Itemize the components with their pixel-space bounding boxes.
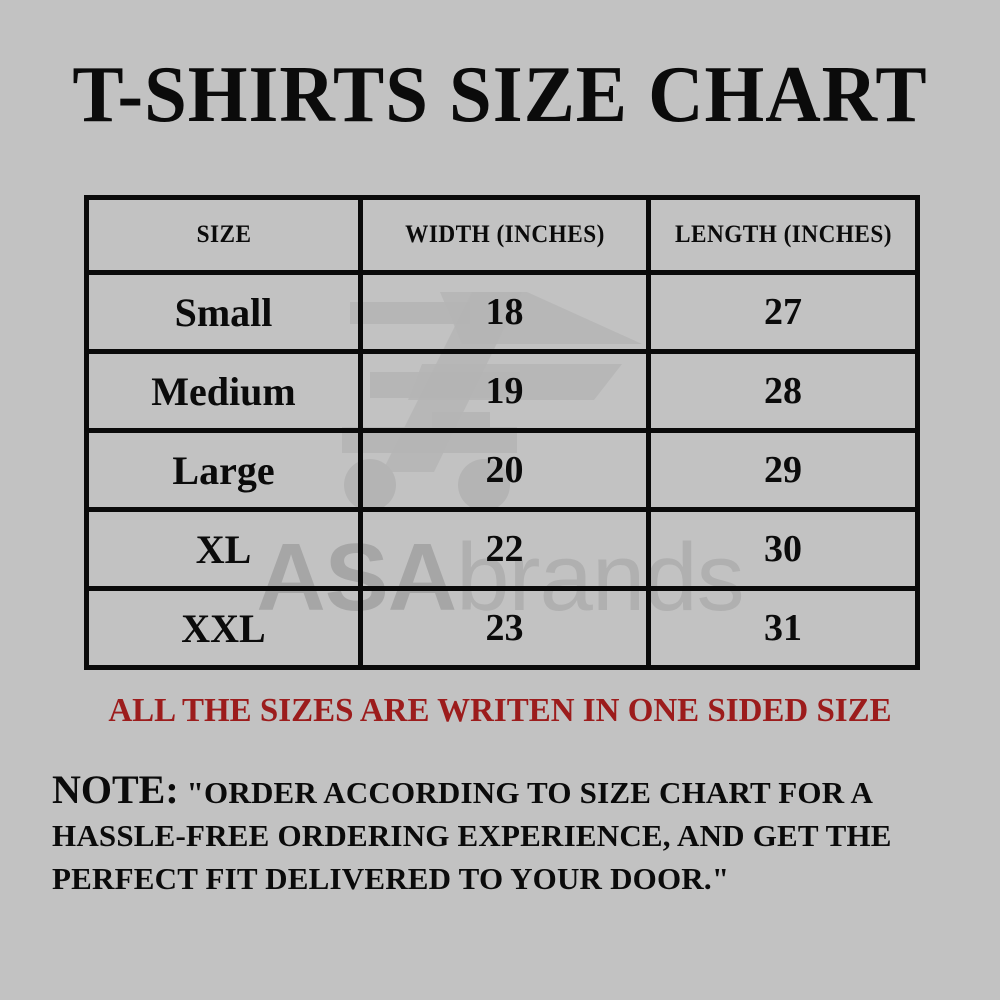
- cell-length: 31: [646, 586, 920, 670]
- table-row: XXL 23 31: [84, 586, 920, 670]
- cell-size: XL: [84, 507, 363, 591]
- page-title: T-SHIRTS SIZE CHART: [72, 51, 928, 139]
- cell-length: 30: [646, 507, 920, 591]
- table-header: SIZE WIDTH (INCHES) LENGTH (INCHES): [87, 195, 918, 275]
- table-header-row: SIZE WIDTH (INCHES) LENGTH (INCHES): [87, 195, 918, 275]
- size-chart-table: SIZE WIDTH (INCHES) LENGTH (INCHES) Smal…: [84, 195, 920, 670]
- note-body: "ORDER ACCORDING TO SIZE CHART FOR A HAS…: [52, 775, 892, 896]
- table-row: Small 18 27: [84, 270, 920, 354]
- table-row: Medium 19 28: [84, 349, 920, 433]
- note-label: NOTE:: [52, 767, 179, 812]
- cell-width: 23: [358, 586, 651, 670]
- cell-size: Small: [84, 270, 363, 354]
- column-header-size: SIZE: [93, 195, 354, 275]
- cell-size: Large: [84, 428, 363, 512]
- cell-width: 18: [358, 270, 651, 354]
- cell-size: XXL: [84, 586, 363, 670]
- cell-size: Medium: [84, 349, 363, 433]
- cell-length: 27: [646, 270, 920, 354]
- one-sided-size-notice: ALL THE SIZES ARE WRITEN IN ONE SIDED SI…: [108, 692, 892, 729]
- table-row: Large 20 29: [84, 428, 920, 512]
- order-note: NOTE: "ORDER ACCORDING TO SIZE CHART FOR…: [52, 768, 952, 900]
- table-row: XL 22 30: [84, 507, 920, 591]
- cell-length: 29: [646, 428, 920, 512]
- cell-width: 19: [358, 349, 651, 433]
- table-body: Small 18 27 Medium 19 28 Large 20 29 XL …: [84, 270, 920, 670]
- cell-width: 22: [358, 507, 651, 591]
- column-header-width: WIDTH (INCHES): [368, 195, 641, 275]
- column-header-length: LENGTH (INCHES): [655, 195, 911, 275]
- cell-length: 28: [646, 349, 920, 433]
- cell-width: 20: [358, 428, 651, 512]
